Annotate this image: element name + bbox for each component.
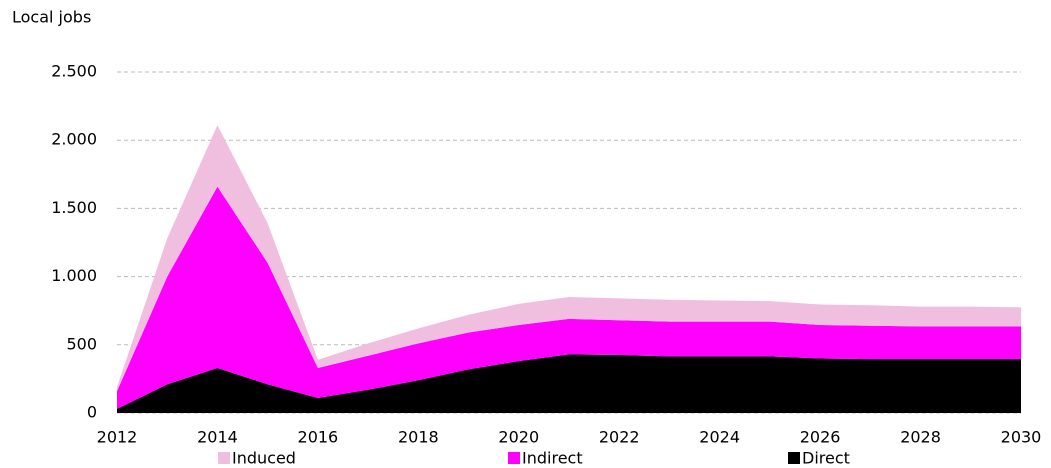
- legend-swatch: [788, 452, 800, 464]
- legend-swatch: [508, 452, 520, 464]
- x-tick-label: 2020: [498, 428, 539, 447]
- x-tick-label: 2024: [699, 428, 740, 447]
- x-tick-label: 2016: [298, 428, 339, 447]
- legend-label: Induced: [232, 449, 296, 468]
- area: [117, 125, 1021, 392]
- y-axis-label: Local jobs: [12, 8, 91, 27]
- y-tick-label: 2.500: [51, 62, 97, 81]
- y-tick-label: 1.500: [51, 198, 97, 217]
- x-tick-label: 2028: [900, 428, 941, 447]
- x-tick-label: 2012: [97, 428, 138, 447]
- y-tick-label: 2.000: [51, 130, 97, 149]
- y-tick-label: 500: [66, 334, 97, 353]
- legend-label: Direct: [802, 449, 850, 468]
- legend-swatch: [218, 452, 230, 464]
- area: [117, 186, 1021, 409]
- area: [117, 354, 1021, 413]
- x-tick-label: 2026: [800, 428, 841, 447]
- x-tick-label: 2030: [1001, 428, 1042, 447]
- y-tick-label: 1.000: [51, 266, 97, 285]
- x-tick-label: 2018: [398, 428, 439, 447]
- x-tick-label: 2014: [197, 428, 238, 447]
- y-tick-label: 0: [87, 403, 97, 422]
- x-tick-label: 2022: [599, 428, 640, 447]
- legend-label: Indirect: [522, 449, 583, 468]
